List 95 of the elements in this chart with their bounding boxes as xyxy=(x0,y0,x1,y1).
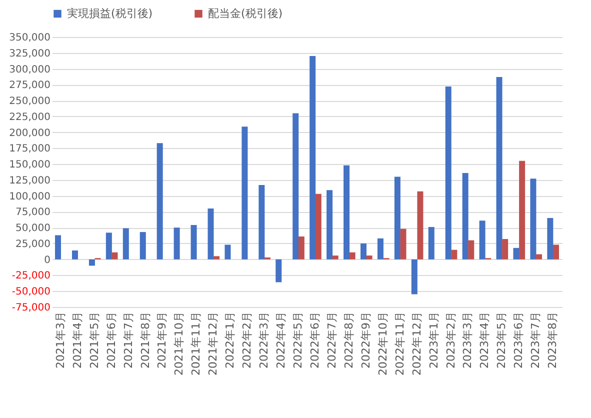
bar xyxy=(242,126,248,260)
bar xyxy=(468,240,474,260)
x-tick-label: 2022年4月 xyxy=(274,312,288,368)
y-tick-label: -50,000 xyxy=(12,286,50,298)
x-tick-label: 2022年3月 xyxy=(258,312,271,368)
y-tick-label: 125,000 xyxy=(9,175,50,186)
x-tick-label: 2022年10月 xyxy=(376,312,390,376)
bar xyxy=(276,259,282,282)
x-tick-label: 2022年8月 xyxy=(342,312,356,368)
bar xyxy=(479,220,486,260)
bar xyxy=(513,248,520,260)
bar xyxy=(258,185,265,260)
y-tick-label: 250,000 xyxy=(9,96,50,108)
bar xyxy=(462,172,468,260)
x-tick-label: 2022年5月 xyxy=(292,312,305,368)
x-tick-label: 2022年7月 xyxy=(325,312,338,368)
bar xyxy=(547,218,554,260)
x-tick-label: 2021年6月 xyxy=(104,312,118,368)
x-tick-label: 2022年9月 xyxy=(359,312,372,368)
bar xyxy=(174,228,180,260)
y-tick-label: 100,000 xyxy=(9,191,50,202)
x-tick-label: 2023年3月 xyxy=(461,312,474,368)
x-tick-label: 2023年8月 xyxy=(546,312,560,368)
y-tick-label: 350,000 xyxy=(9,32,50,44)
y-tick-label: 0 xyxy=(44,254,50,266)
x-tick-label: 2022年11月 xyxy=(393,312,406,376)
x-tick-label: 2022年12月 xyxy=(410,312,424,376)
x-tick-label: 2023年4月 xyxy=(478,312,492,368)
bar xyxy=(224,244,231,260)
x-tick-label: 2023年7月 xyxy=(529,312,542,368)
x-tick-label: 2022年2月 xyxy=(240,312,254,368)
bar xyxy=(208,208,214,260)
x-tick-label: 2021年3月 xyxy=(54,312,67,368)
bar xyxy=(332,256,338,260)
x-tick-label: 2023年6月 xyxy=(512,312,526,368)
bar xyxy=(400,228,406,260)
bar xyxy=(411,259,418,294)
x-tick-label: 2021年10月 xyxy=(172,312,186,376)
y-tick-label: 75,000 xyxy=(16,207,50,218)
bar xyxy=(428,226,434,260)
x-tick-label: 2021年5月 xyxy=(88,312,101,368)
x-tick-label: 2021年9月 xyxy=(156,312,169,368)
bar xyxy=(366,256,372,260)
bar xyxy=(445,86,452,260)
x-tick-label: 2021年12月 xyxy=(206,312,220,376)
bar xyxy=(122,228,129,260)
y-tick-label: -25,000 xyxy=(12,270,50,282)
bar xyxy=(106,232,112,260)
bar xyxy=(326,190,333,260)
x-tick-label: 2023年2月 xyxy=(444,312,458,368)
y-tick-label: 300,000 xyxy=(9,64,50,76)
y-tick-label: -75,000 xyxy=(12,302,50,314)
bar xyxy=(88,259,95,266)
bar xyxy=(72,250,78,260)
y-tick-label: 50,000 xyxy=(16,223,50,234)
bar xyxy=(451,250,458,260)
bar xyxy=(156,143,163,260)
bar xyxy=(292,113,299,260)
x-tick-label: 2023年1月 xyxy=(427,312,440,368)
bar xyxy=(344,165,350,260)
y-tick-label: 175,000 xyxy=(9,144,50,155)
bar xyxy=(394,176,400,260)
bar xyxy=(140,232,146,260)
bar xyxy=(298,236,304,260)
x-tick-label: 2021年8月 xyxy=(138,312,152,368)
bar xyxy=(530,178,536,260)
bar xyxy=(214,256,220,260)
bar xyxy=(519,160,526,260)
y-tick-label: 325,000 xyxy=(9,48,50,60)
bar xyxy=(377,238,384,260)
bar xyxy=(55,235,62,260)
x-tick-label: 2021年11月 xyxy=(190,312,203,376)
x-tick-label: 2022年1月 xyxy=(224,312,237,368)
bar xyxy=(315,194,322,260)
legend-label: 配当金(税引後) xyxy=(208,6,283,20)
bar xyxy=(349,252,356,260)
x-tick-label: 2021年4月 xyxy=(70,312,84,368)
bar xyxy=(502,239,508,260)
bar xyxy=(360,243,366,260)
bar xyxy=(190,225,197,260)
x-tick-label: 2021年7月 xyxy=(122,312,135,368)
bar xyxy=(417,191,424,260)
legend-label: 実現損益(税引後) xyxy=(67,6,153,20)
y-tick-label: 150,000 xyxy=(9,160,50,171)
x-tick-label: 2023年5月 xyxy=(495,312,508,368)
y-tick-label: 275,000 xyxy=(9,80,50,92)
x-tick-label: 2022年6月 xyxy=(308,312,322,368)
y-tick-label: 25,000 xyxy=(16,238,50,250)
bar xyxy=(112,252,118,260)
bar xyxy=(552,244,559,260)
y-tick-label: 200,000 xyxy=(9,128,50,139)
y-tick-label: 225,000 xyxy=(9,112,50,123)
bar xyxy=(536,254,542,260)
bar xyxy=(496,77,502,260)
bar xyxy=(310,56,316,260)
